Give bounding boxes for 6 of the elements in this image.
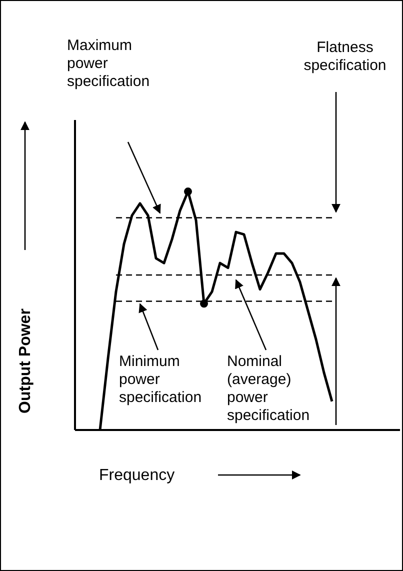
- y-axis-title: Output Power: [16, 308, 35, 416]
- text: Flatness specification: [302, 39, 388, 75]
- text: Maximum power specification: [67, 37, 151, 91]
- x-axis-title: Frequency: [99, 466, 175, 486]
- annotation: Nominal (average) power specification: [227, 353, 311, 425]
- annotation: Minimum power specification: [119, 353, 203, 407]
